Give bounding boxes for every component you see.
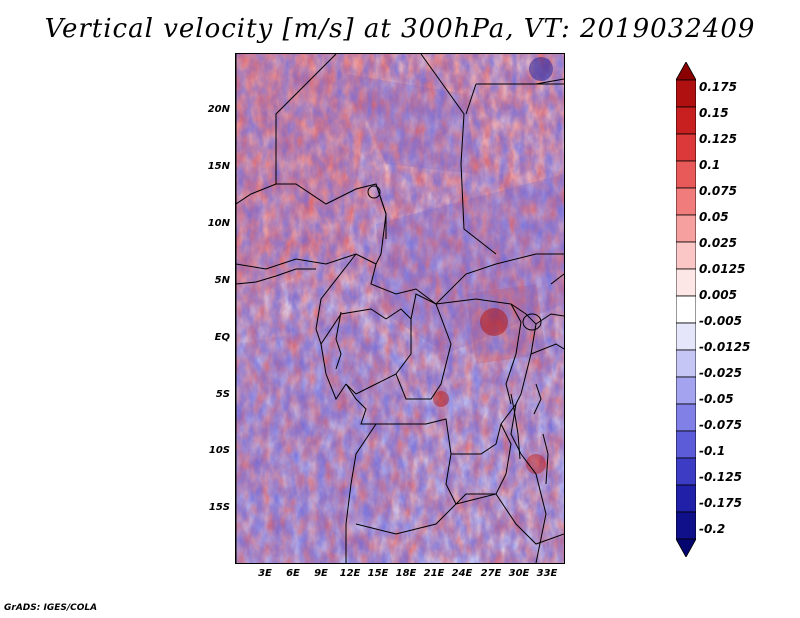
colorbar-label: 0.175 <box>699 80 737 94</box>
colorbar-label: -0.2 <box>699 522 726 536</box>
colorbar-label: 0.0125 <box>699 262 746 276</box>
vertical-velocity-field <box>236 54 564 563</box>
lat-label: 15S <box>208 502 230 513</box>
border-line <box>345 383 502 455</box>
border-line <box>550 273 564 285</box>
border-line <box>345 423 377 563</box>
lat-label: 20N <box>207 104 230 115</box>
colorbar-label: -0.125 <box>699 470 742 484</box>
border-line <box>465 83 564 115</box>
colorbar-label: -0.175 <box>699 496 742 510</box>
border-line <box>236 253 377 270</box>
colorbar-label: 0.005 <box>699 288 737 302</box>
subsidence-cell <box>529 57 553 81</box>
lake-tanganyika <box>510 393 521 460</box>
lon-label: 21E <box>423 568 445 579</box>
map-panel <box>235 53 565 564</box>
lat-label: 5S <box>215 389 230 400</box>
colorbar-label: 0.075 <box>699 184 737 198</box>
lat-label: 15N <box>207 161 230 172</box>
lon-label: 24E <box>451 568 473 579</box>
lat-label: 5N <box>214 275 230 286</box>
colorbar-label: -0.05 <box>699 392 734 406</box>
credit-text: GrADS: IGES/COLA <box>4 603 98 613</box>
lake-shore <box>505 303 522 405</box>
border-line <box>530 343 564 355</box>
political-borders <box>236 54 564 563</box>
colorbar-segment <box>676 241 696 270</box>
lon-label: 33E <box>536 568 558 579</box>
lon-label: 27E <box>480 568 502 579</box>
border-line <box>335 311 342 370</box>
border-line <box>420 54 497 255</box>
coastline <box>320 343 347 401</box>
colorbar-segment <box>676 457 696 486</box>
lat-label: 10N <box>207 218 230 229</box>
convective-cell <box>480 308 508 336</box>
colorbar-segment <box>676 349 696 378</box>
lat-label: EQ <box>214 332 230 343</box>
lon-label: 3E <box>258 568 272 579</box>
colorbar-segment <box>676 511 696 540</box>
colorbar-segment <box>676 322 696 351</box>
colorbar-label: 0.15 <box>699 106 729 120</box>
colorbar-label: 0.05 <box>699 210 729 224</box>
colorbar-segment <box>676 538 696 557</box>
colorbar-label: -0.075 <box>699 418 742 432</box>
map-title: Vertical velocity [m/s] at 300hPa, VT: 2… <box>44 14 756 44</box>
colorbar-label: 0.025 <box>699 236 737 250</box>
colorbar-label: -0.1 <box>699 444 726 458</box>
colorbar-segment <box>676 430 696 459</box>
lake-malawi <box>542 433 549 485</box>
border-line <box>236 183 277 205</box>
lon-label: 30E <box>508 568 530 579</box>
colorbar-segment <box>676 79 696 108</box>
convective-cell <box>526 454 546 474</box>
colorbar-segment <box>676 187 696 216</box>
colorbar-label: -0.025 <box>699 366 742 380</box>
lon-label: 6E <box>286 568 300 579</box>
colorbar-segment <box>676 62 696 81</box>
lon-label: 9E <box>314 568 328 579</box>
lat-label: 10S <box>208 445 230 456</box>
lake-shore <box>533 383 542 415</box>
colorbar-segment <box>676 268 696 297</box>
lakes <box>367 185 549 485</box>
lon-label: 12E <box>339 568 361 579</box>
border-line <box>495 493 564 545</box>
colorbar-segment <box>676 106 696 135</box>
colorbar-label: -0.005 <box>699 314 742 328</box>
border-line <box>510 403 547 563</box>
colorbar-segment <box>676 133 696 162</box>
colorbar-segment <box>676 295 696 324</box>
border-line <box>345 308 412 395</box>
border-line <box>535 78 564 85</box>
lake-victoria <box>522 313 542 331</box>
colorbar <box>676 62 696 557</box>
colorbar-segment <box>676 376 696 405</box>
lon-label: 18E <box>395 568 417 579</box>
colorbar-label: -0.0125 <box>699 340 751 354</box>
coastline <box>236 268 316 285</box>
border-line <box>355 493 496 535</box>
colorbar-segment <box>676 160 696 189</box>
colorbar-label: 0.1 <box>699 158 721 172</box>
colorbar-segment <box>676 214 696 243</box>
border-line <box>395 293 452 400</box>
lake-chad <box>367 185 381 199</box>
colorbar-segment <box>676 484 696 513</box>
subsidence-texture <box>236 54 564 563</box>
border-line <box>370 183 564 305</box>
colorbar-segment <box>676 403 696 432</box>
convective-cell <box>433 391 449 407</box>
colorbar-label: 0.125 <box>699 132 737 146</box>
lon-label: 15E <box>367 568 389 579</box>
